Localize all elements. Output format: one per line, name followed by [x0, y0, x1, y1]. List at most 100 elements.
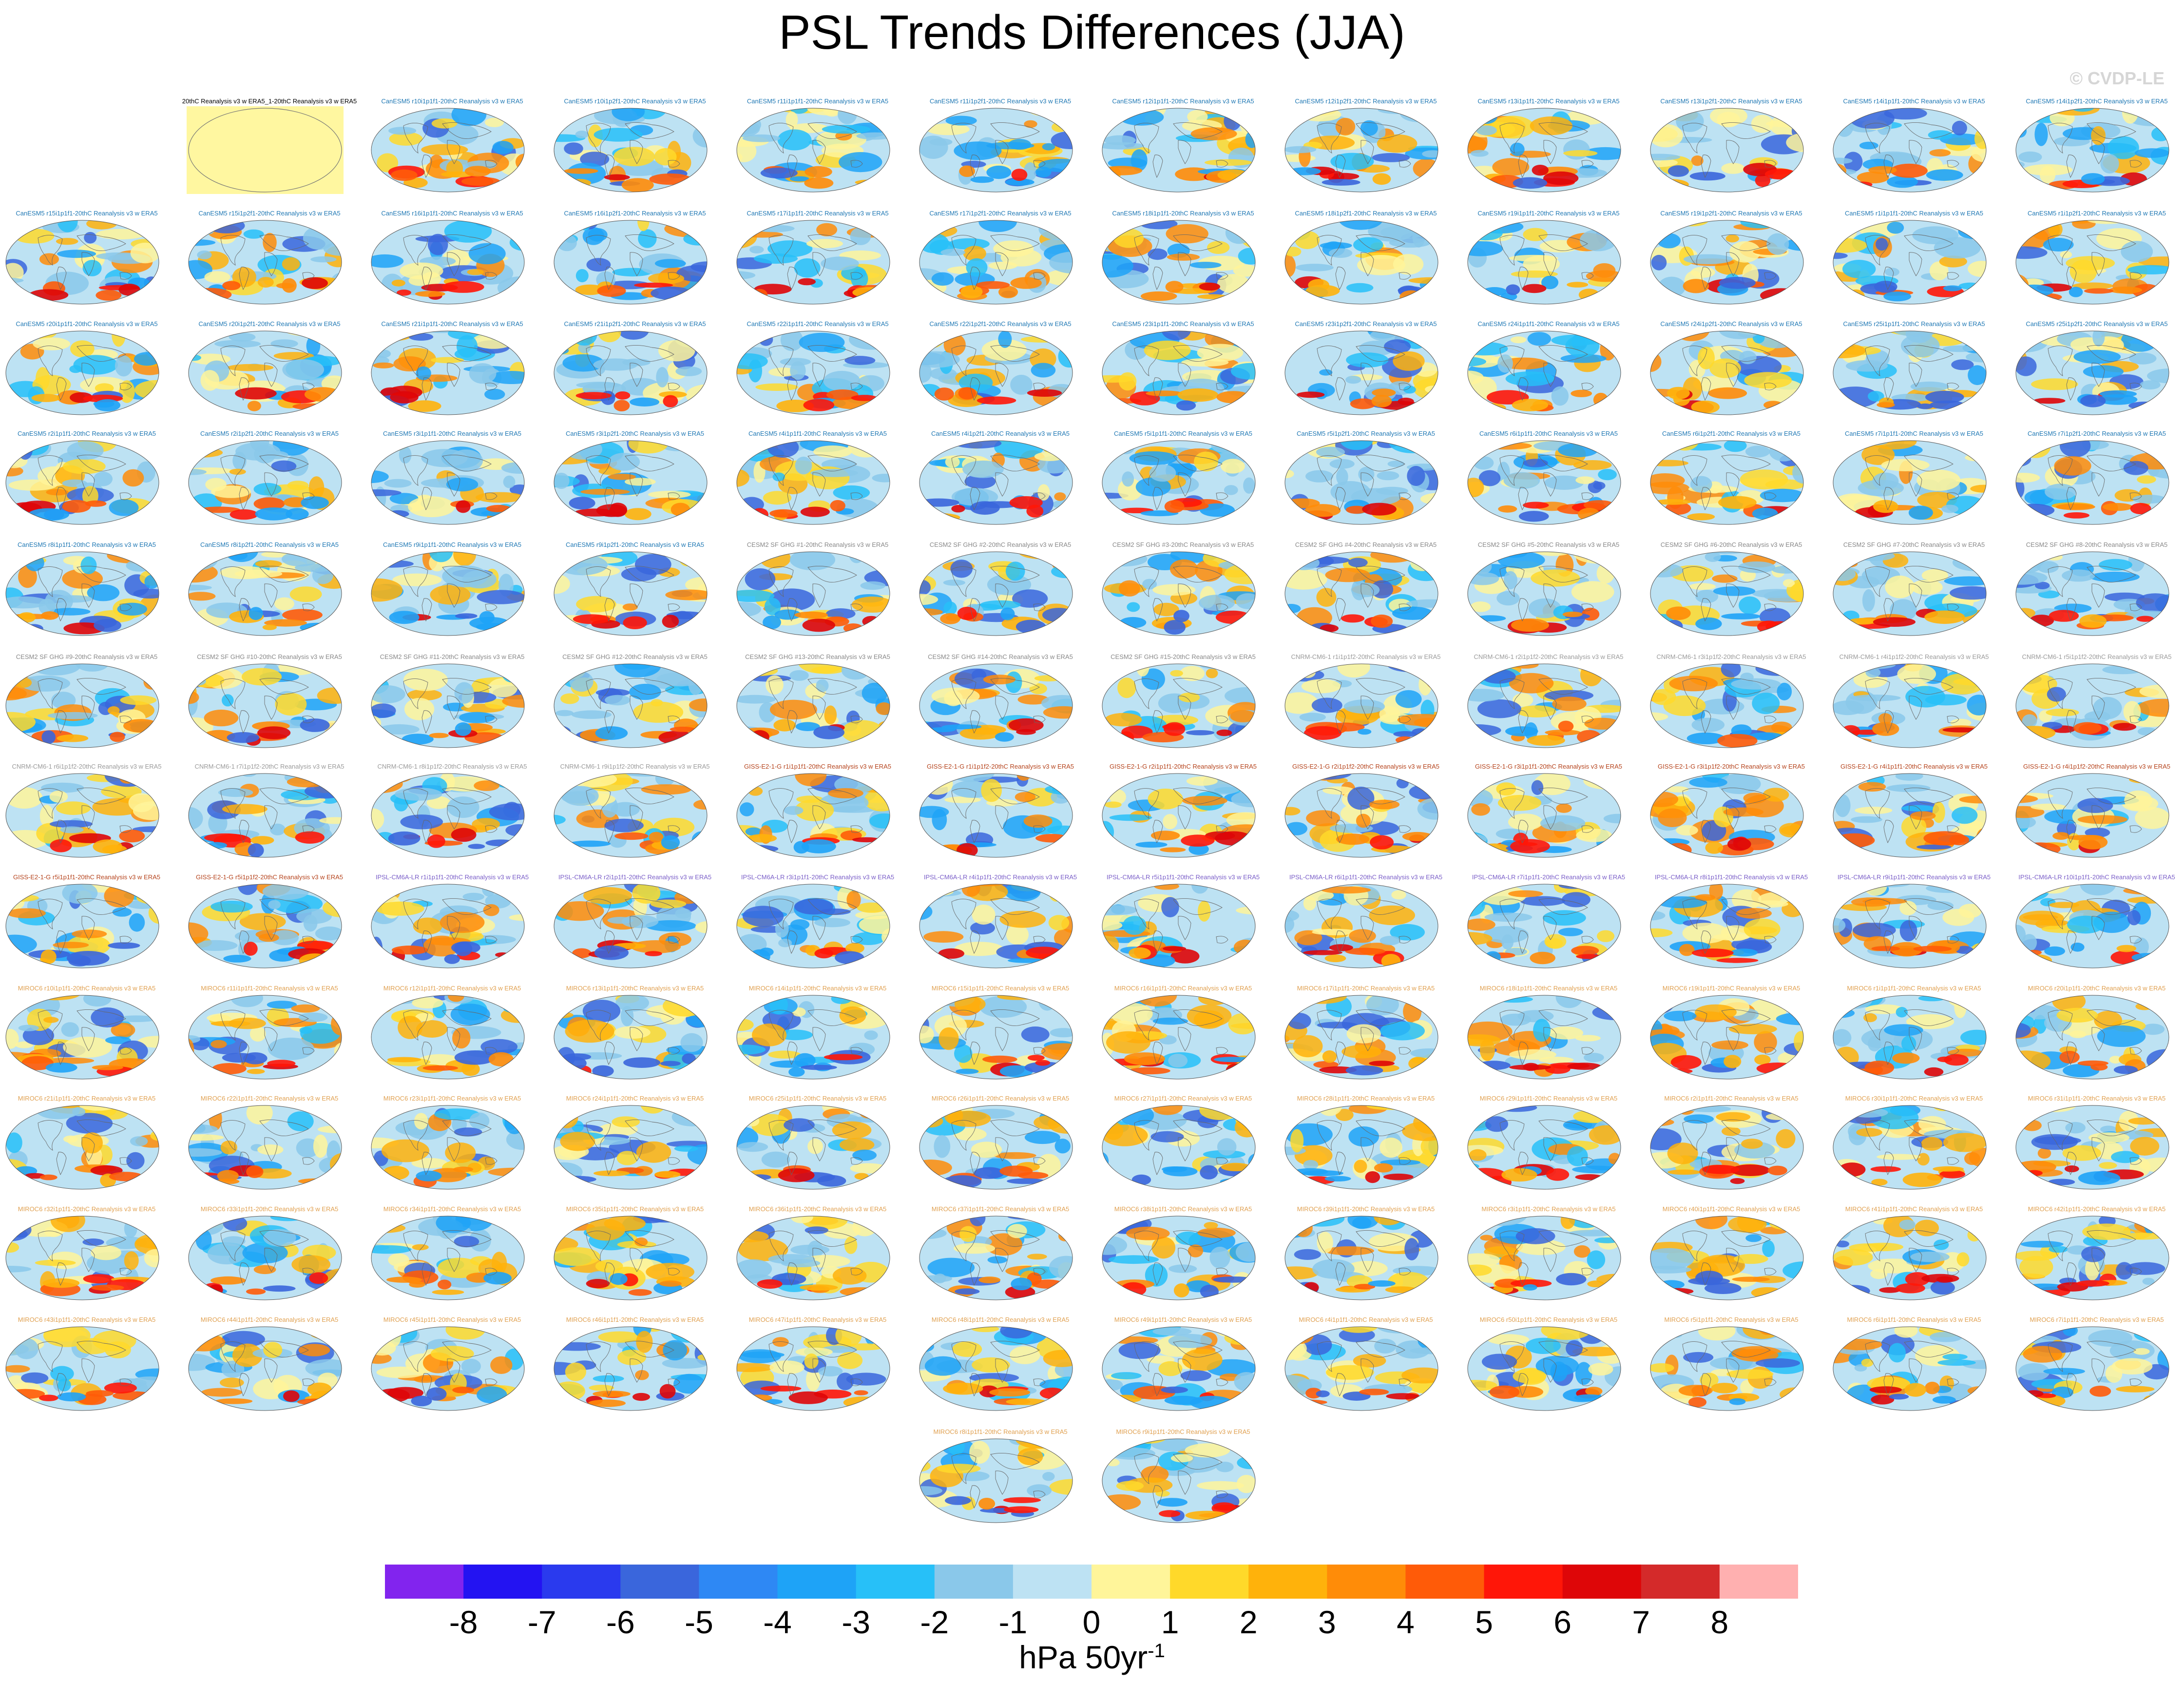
map-panel: IPSL-CM6A-LR r2i1p1f1-20thC Reanalysis v… [552, 873, 711, 971]
field-blob [2099, 331, 2126, 338]
map-panel: CanESM5 r12i1p2f1-20thC Reanalysis v3 w … [1283, 97, 1440, 195]
field-blob [1925, 694, 1967, 706]
map-outline [5, 220, 159, 305]
field-blob [444, 954, 460, 964]
global-map [554, 220, 708, 305]
panel-title: CanESM5 r15i1p2f1-20thC Reanalysis v3 w … [198, 210, 341, 217]
field-blob [429, 733, 449, 738]
field-blob [1562, 611, 1583, 618]
panel-title: CESM2 SF GHG #8-20thC Reanalysis v3 w ER… [2026, 541, 2168, 548]
global-map [1284, 773, 1438, 858]
field-blob [1288, 555, 1320, 570]
field-blob [1883, 291, 1912, 302]
field-blob [2060, 441, 2091, 458]
field-blob [1926, 169, 1963, 181]
field-blob [1207, 664, 1237, 668]
field-blob [926, 123, 970, 135]
field-blob [1042, 608, 1073, 622]
coastline [586, 235, 611, 266]
field-blob [70, 340, 95, 358]
field-blob [945, 116, 977, 126]
coastline [1134, 235, 1159, 266]
field-blob [1371, 614, 1393, 628]
field-blob [615, 995, 650, 1012]
map-panel: CESM2 SF GHG #13-20thC Reanalysis v3 w E… [735, 653, 892, 751]
coastline [77, 566, 126, 582]
map-panel: MIROC6 r23i1p1f1-20thC Reanalysis v3 w E… [369, 1095, 526, 1192]
map-outline [736, 108, 890, 193]
field-blob [302, 277, 328, 289]
field-blob [2063, 512, 2089, 519]
field-blob [629, 683, 661, 700]
coastline [1033, 272, 1046, 280]
field-blob [388, 127, 417, 135]
field-blob [189, 677, 206, 686]
field-blob [1169, 559, 1198, 579]
field-blob [784, 806, 804, 815]
global-map [1467, 108, 1621, 193]
panel-title: CanESM5 r12i1p2f1-20thC Reanalysis v3 w … [1295, 97, 1437, 105]
map-panel: CNRM-CM6-1 r1i1p1f2-20thC Reanalysis v3 … [1283, 653, 1441, 751]
coastline [630, 472, 643, 497]
field-blob [461, 177, 500, 186]
field-blob [1039, 664, 1073, 671]
field-blob [1868, 1036, 1881, 1052]
field-blob [1348, 558, 1368, 567]
coastline [1721, 345, 1771, 362]
field-blob [1691, 948, 1734, 958]
field-blob [1725, 234, 1739, 243]
field-blob [645, 951, 662, 956]
field-blob [1892, 1052, 1920, 1064]
field-blob [1475, 110, 1497, 124]
field-blob [6, 596, 48, 609]
panel-title: CESM2 SF GHG #14-20thC Reanalysis v3 w E… [928, 653, 1073, 660]
field-blob [1842, 260, 1876, 278]
field-blob [831, 995, 852, 1004]
field-blob [2108, 286, 2143, 294]
field-blob [1409, 784, 1438, 800]
field-blob [1285, 822, 1307, 835]
field-blob [276, 283, 294, 289]
field-blob [560, 693, 579, 704]
panel-title: CanESM5 r23i1p2f1-20thC Reanalysis v3 w … [1295, 320, 1437, 328]
coastline [1173, 234, 1223, 251]
field-blob [1579, 331, 1621, 339]
panel-title: CanESM5 r15i1p1f1-20thC Reanalysis v3 w … [16, 210, 158, 217]
panel-title: CanESM5 r18i1p1f1-20thC Reanalysis v3 w … [1112, 210, 1254, 217]
field-blob [2055, 503, 2095, 510]
field-blob [957, 606, 977, 620]
coastline [1538, 234, 1588, 251]
trend-field [920, 1105, 1073, 1189]
field-blob [1833, 252, 1848, 259]
field-blob [1851, 181, 1873, 188]
field-blob [2127, 265, 2169, 275]
coastline [77, 455, 126, 471]
field-blob [474, 780, 499, 791]
field-blob [306, 335, 321, 356]
map-outline [1833, 440, 1987, 525]
map-panel: CNRM-CM6-1 r6i1p1f2-20thC Reanalysis v3 … [4, 763, 162, 860]
field-blob [316, 664, 342, 670]
global-map [554, 440, 708, 525]
field-blob [1392, 606, 1433, 620]
field-blob [247, 401, 261, 411]
field-blob [1000, 607, 1015, 620]
field-blob [1650, 460, 1688, 466]
coastline [1178, 140, 1191, 164]
field-blob [2060, 251, 2072, 258]
field-blob [2137, 441, 2165, 448]
field-blob [1718, 496, 1757, 509]
field-blob [109, 499, 139, 516]
field-blob [1413, 158, 1438, 178]
field-blob [1468, 572, 1499, 585]
panel-title: MIROC6 r27i1p1f1-20thC Reanalysis v3 w E… [1114, 1095, 1252, 1102]
field-blob [676, 995, 700, 1000]
field-blob [844, 356, 876, 365]
field-blob [60, 826, 84, 833]
field-blob [1511, 618, 1549, 632]
field-blob [1958, 282, 1982, 290]
coastline [951, 235, 977, 266]
field-blob [1398, 397, 1414, 406]
field-blob [1545, 1064, 1571, 1074]
field-blob [389, 132, 423, 146]
